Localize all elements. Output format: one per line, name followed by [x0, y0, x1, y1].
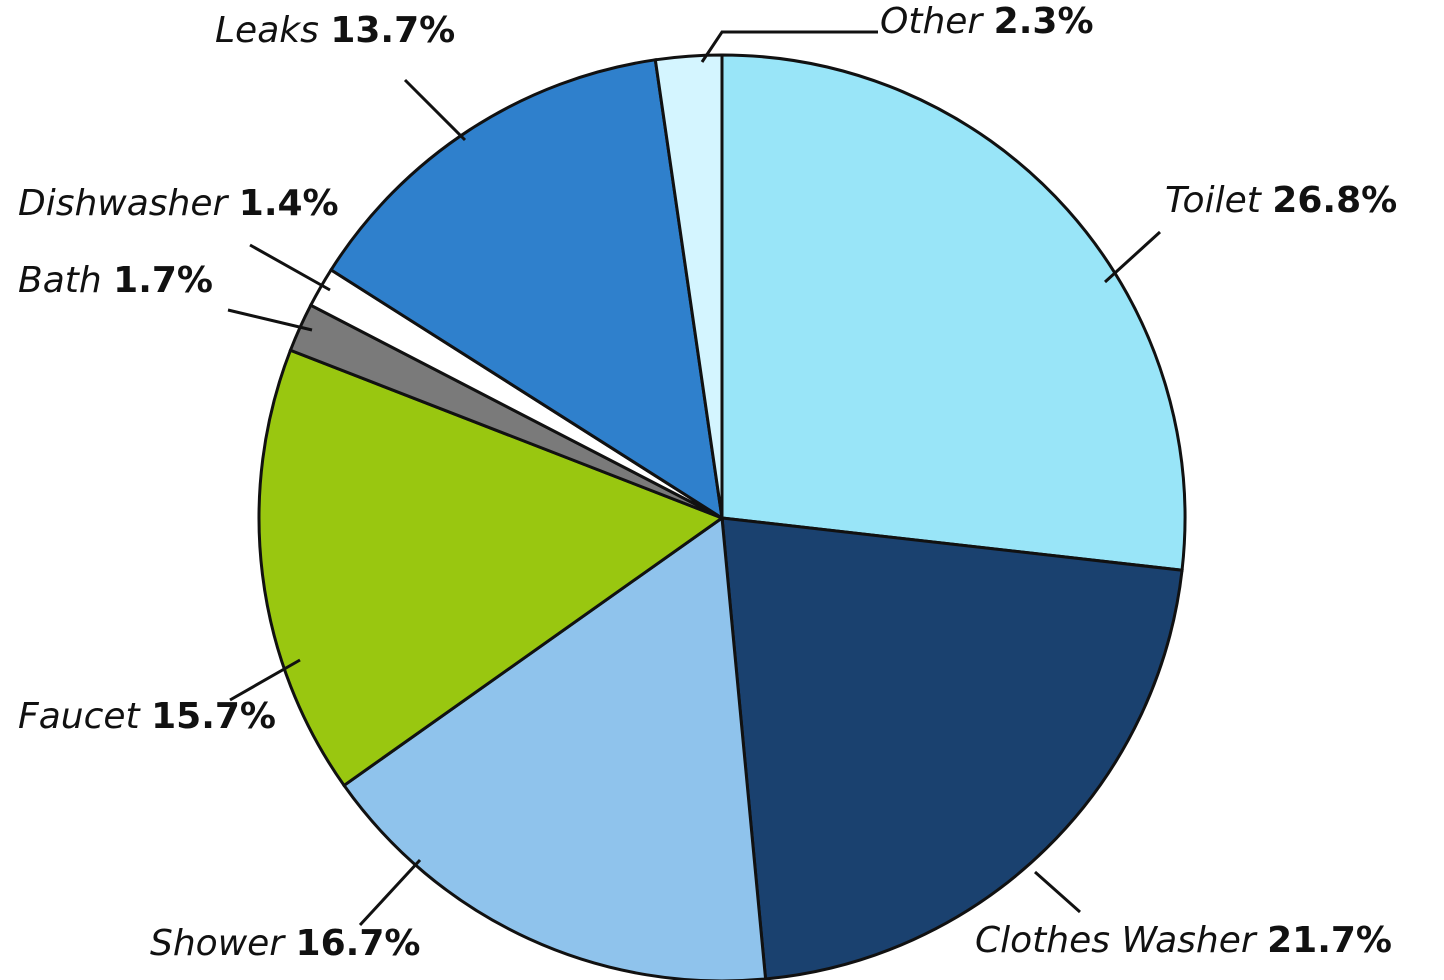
slice-label: Other 2.3%	[880, 1, 1094, 42]
value-label: 1.4%	[239, 183, 339, 224]
slice-label: Shower 16.7%	[150, 923, 420, 964]
slice-label: Clothes Washer 21.7%	[975, 920, 1392, 961]
category-label: Other	[880, 1, 984, 42]
pie-slice	[257, 348, 726, 788]
value-label: 26.8%	[1272, 180, 1397, 221]
value-label: 2.3%	[994, 1, 1094, 42]
category-label: Dishwasher	[18, 183, 230, 224]
leader-line	[403, 78, 467, 142]
leader-line	[249, 243, 331, 292]
slice-label: Bath 1.7%	[18, 260, 213, 301]
pie-slice	[329, 58, 724, 522]
pie-slice	[720, 516, 1184, 980]
slice-label: Toilet 26.8%	[1165, 180, 1397, 221]
pie-slice	[341, 515, 768, 980]
slice-label: Leaks 13.7%	[215, 10, 455, 51]
category-label: Toilet	[1165, 180, 1263, 221]
slice-label: Faucet 15.7%	[18, 696, 276, 737]
leader-line	[1103, 230, 1162, 284]
leader-line	[227, 308, 313, 332]
category-label: Clothes Washer	[975, 920, 1258, 961]
slice-label: Dishwasher 1.4%	[18, 183, 339, 224]
pie-slice	[653, 53, 724, 519]
leader-line	[358, 858, 422, 927]
value-label: 15.7%	[151, 696, 276, 737]
category-label: Shower	[150, 923, 286, 964]
value-label: 1.7%	[113, 260, 213, 301]
value-label: 13.7%	[330, 10, 455, 51]
category-label: Leaks	[215, 10, 319, 51]
category-label: Faucet	[18, 696, 142, 737]
category-label: Bath	[18, 260, 102, 301]
leader-line	[229, 658, 301, 702]
leader-line	[700, 30, 878, 63]
pie-slice	[720, 53, 1187, 572]
leader-line	[1034, 870, 1081, 914]
value-label: 21.7%	[1267, 920, 1392, 961]
value-label: 16.7%	[296, 923, 421, 964]
